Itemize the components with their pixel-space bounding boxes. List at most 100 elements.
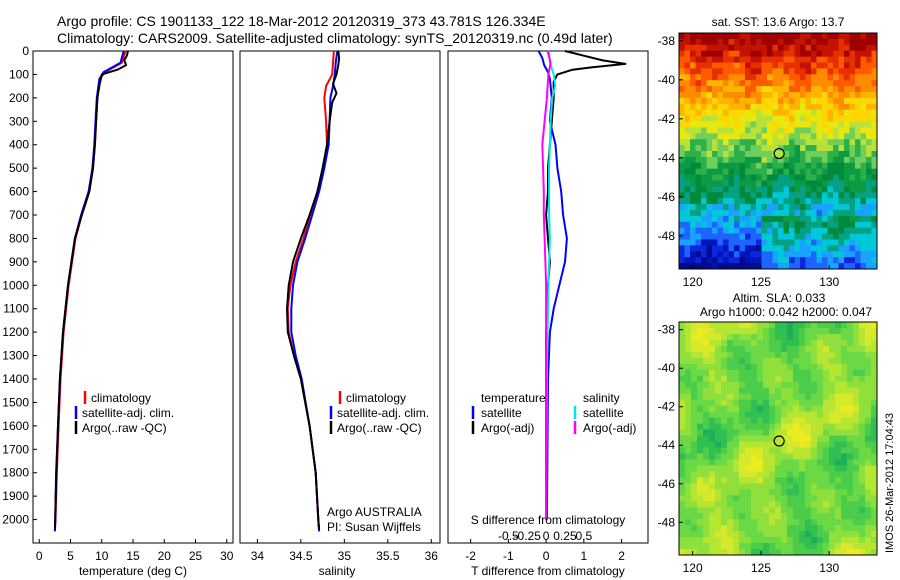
- sla-cell: [727, 405, 734, 412]
- sst-cell: [712, 151, 718, 158]
- sla-cell: [853, 387, 860, 394]
- sst-cell: [734, 97, 740, 105]
- sla-cell: [733, 513, 740, 520]
- sst-cell: [855, 33, 861, 40]
- sla-cell: [841, 501, 848, 508]
- sla-cell: [733, 459, 740, 466]
- sla-cell: [835, 471, 842, 478]
- sst-cell: [855, 74, 861, 81]
- sst-cell: [706, 186, 713, 193]
- sla-cell: [835, 537, 842, 544]
- sla-cell: [793, 549, 800, 556]
- sst-cell: [706, 115, 713, 122]
- sla-cell: [859, 501, 866, 508]
- sst-cell: [679, 109, 685, 116]
- sst-cell: [849, 204, 856, 211]
- sst-cell: [822, 221, 828, 228]
- sst-cell: [750, 86, 757, 93]
- sla-cell: [775, 435, 782, 442]
- sst-cell: [789, 186, 795, 193]
- sst-cell: [767, 174, 773, 181]
- sla-cell: [847, 471, 854, 478]
- sla-cell: [763, 525, 770, 532]
- sst-cell: [855, 251, 861, 258]
- sst-cell: [679, 139, 685, 146]
- sst-cell: [805, 62, 812, 69]
- sst-cell: [783, 210, 790, 217]
- sst-cell: [855, 180, 861, 187]
- sla-cell: [697, 447, 704, 454]
- sla-cell: [859, 333, 866, 341]
- sst-cell: [772, 245, 779, 252]
- sla-cell: [817, 447, 824, 454]
- sst-cell: [833, 62, 839, 69]
- sst-cell: [717, 80, 724, 87]
- sst-cell: [750, 168, 757, 175]
- sst-cell: [855, 139, 861, 146]
- sla-cell: [715, 489, 722, 496]
- sst-cell: [728, 127, 735, 134]
- sla-cell: [847, 333, 854, 341]
- sla-cell: [829, 345, 836, 353]
- sst-cell: [761, 103, 768, 110]
- sst-cell: [734, 198, 740, 205]
- sla-cell: [829, 477, 836, 484]
- sst-cell: [783, 97, 790, 105]
- sla-cell: [697, 483, 704, 490]
- sst-cell: [745, 50, 751, 57]
- sst-cell: [723, 133, 729, 140]
- sla-cell: [823, 507, 830, 514]
- sst-cell: [789, 92, 795, 99]
- sla-cell: [787, 477, 794, 484]
- sla-cell: [871, 495, 878, 502]
- sst-cell: [866, 56, 872, 63]
- sst-cell: [866, 109, 872, 116]
- sla-cell: [787, 363, 794, 371]
- sla-cell: [739, 501, 746, 508]
- sla-cell: [781, 465, 788, 472]
- sla-cell: [847, 387, 854, 394]
- sla-cell: [691, 327, 698, 335]
- sst-cell: [690, 227, 696, 234]
- sla-cell: [745, 399, 752, 406]
- sst-cell: [805, 33, 812, 40]
- sla-cell: [769, 471, 776, 478]
- sla-cell: [835, 405, 842, 412]
- sla-cell: [865, 345, 872, 353]
- sla-cell: [841, 399, 848, 406]
- sla-cell: [751, 375, 758, 383]
- sla-cell: [727, 339, 734, 347]
- sla-cell: [805, 453, 812, 460]
- sla-cell: [847, 369, 854, 377]
- sst-cell: [811, 109, 817, 116]
- sst-cell: [849, 257, 856, 264]
- sla-cell: [799, 345, 806, 353]
- sst-cell: [866, 86, 872, 93]
- sst-cell: [855, 97, 861, 105]
- sla-cell: [769, 531, 776, 538]
- sla-cell: [847, 483, 854, 490]
- sst-cell: [800, 97, 806, 105]
- sst-cell: [855, 133, 861, 140]
- sst-cell: [789, 62, 795, 69]
- sla-cell: [847, 381, 854, 389]
- series-argo: [286, 50, 341, 529]
- sla-cell: [847, 525, 854, 532]
- sst-cell: [761, 139, 768, 146]
- sla-cell: [709, 327, 716, 335]
- sst-cell: [717, 121, 724, 128]
- sla-cell: [709, 322, 716, 329]
- sst-cell: [684, 186, 691, 193]
- sst-cell: [838, 139, 845, 146]
- sst-cell: [728, 204, 735, 211]
- sla-cell: [679, 471, 686, 478]
- sla-cell: [775, 441, 782, 448]
- sst-cell: [717, 233, 724, 240]
- sst-cell: [690, 50, 696, 57]
- sla-cell: [811, 453, 818, 460]
- sst-cell: [838, 221, 845, 228]
- sst-cell: [745, 251, 751, 258]
- sla-cell: [859, 549, 866, 556]
- sla-cell: [841, 489, 848, 496]
- sla-cell: [817, 465, 824, 472]
